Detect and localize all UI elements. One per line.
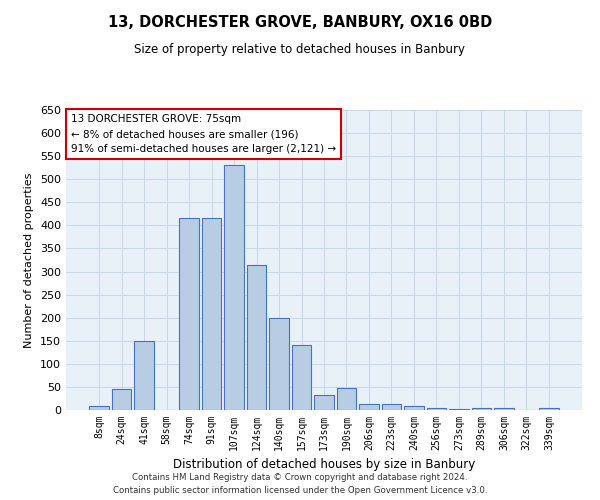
Text: Contains HM Land Registry data © Crown copyright and database right 2024.
Contai: Contains HM Land Registry data © Crown c… bbox=[113, 474, 487, 495]
Bar bbox=[292, 346, 311, 410]
Bar bbox=[314, 395, 334, 410]
Bar bbox=[472, 408, 491, 410]
Bar bbox=[337, 388, 356, 410]
Bar bbox=[179, 218, 199, 410]
Bar bbox=[359, 404, 379, 410]
Bar bbox=[202, 218, 221, 410]
Text: 13 DORCHESTER GROVE: 75sqm
← 8% of detached houses are smaller (196)
91% of semi: 13 DORCHESTER GROVE: 75sqm ← 8% of detac… bbox=[71, 114, 336, 154]
Bar bbox=[134, 341, 154, 410]
Bar bbox=[449, 408, 469, 410]
Bar bbox=[427, 408, 446, 410]
Bar bbox=[247, 264, 266, 410]
Bar bbox=[494, 408, 514, 410]
Text: 13, DORCHESTER GROVE, BANBURY, OX16 0BD: 13, DORCHESTER GROVE, BANBURY, OX16 0BD bbox=[108, 15, 492, 30]
Text: Size of property relative to detached houses in Banbury: Size of property relative to detached ho… bbox=[134, 42, 466, 56]
Bar bbox=[382, 404, 401, 410]
X-axis label: Distribution of detached houses by size in Banbury: Distribution of detached houses by size … bbox=[173, 458, 475, 471]
Y-axis label: Number of detached properties: Number of detached properties bbox=[25, 172, 34, 348]
Bar bbox=[112, 389, 131, 410]
Bar bbox=[269, 318, 289, 410]
Bar bbox=[89, 406, 109, 410]
Bar bbox=[404, 406, 424, 410]
Bar bbox=[539, 408, 559, 410]
Bar bbox=[224, 166, 244, 410]
